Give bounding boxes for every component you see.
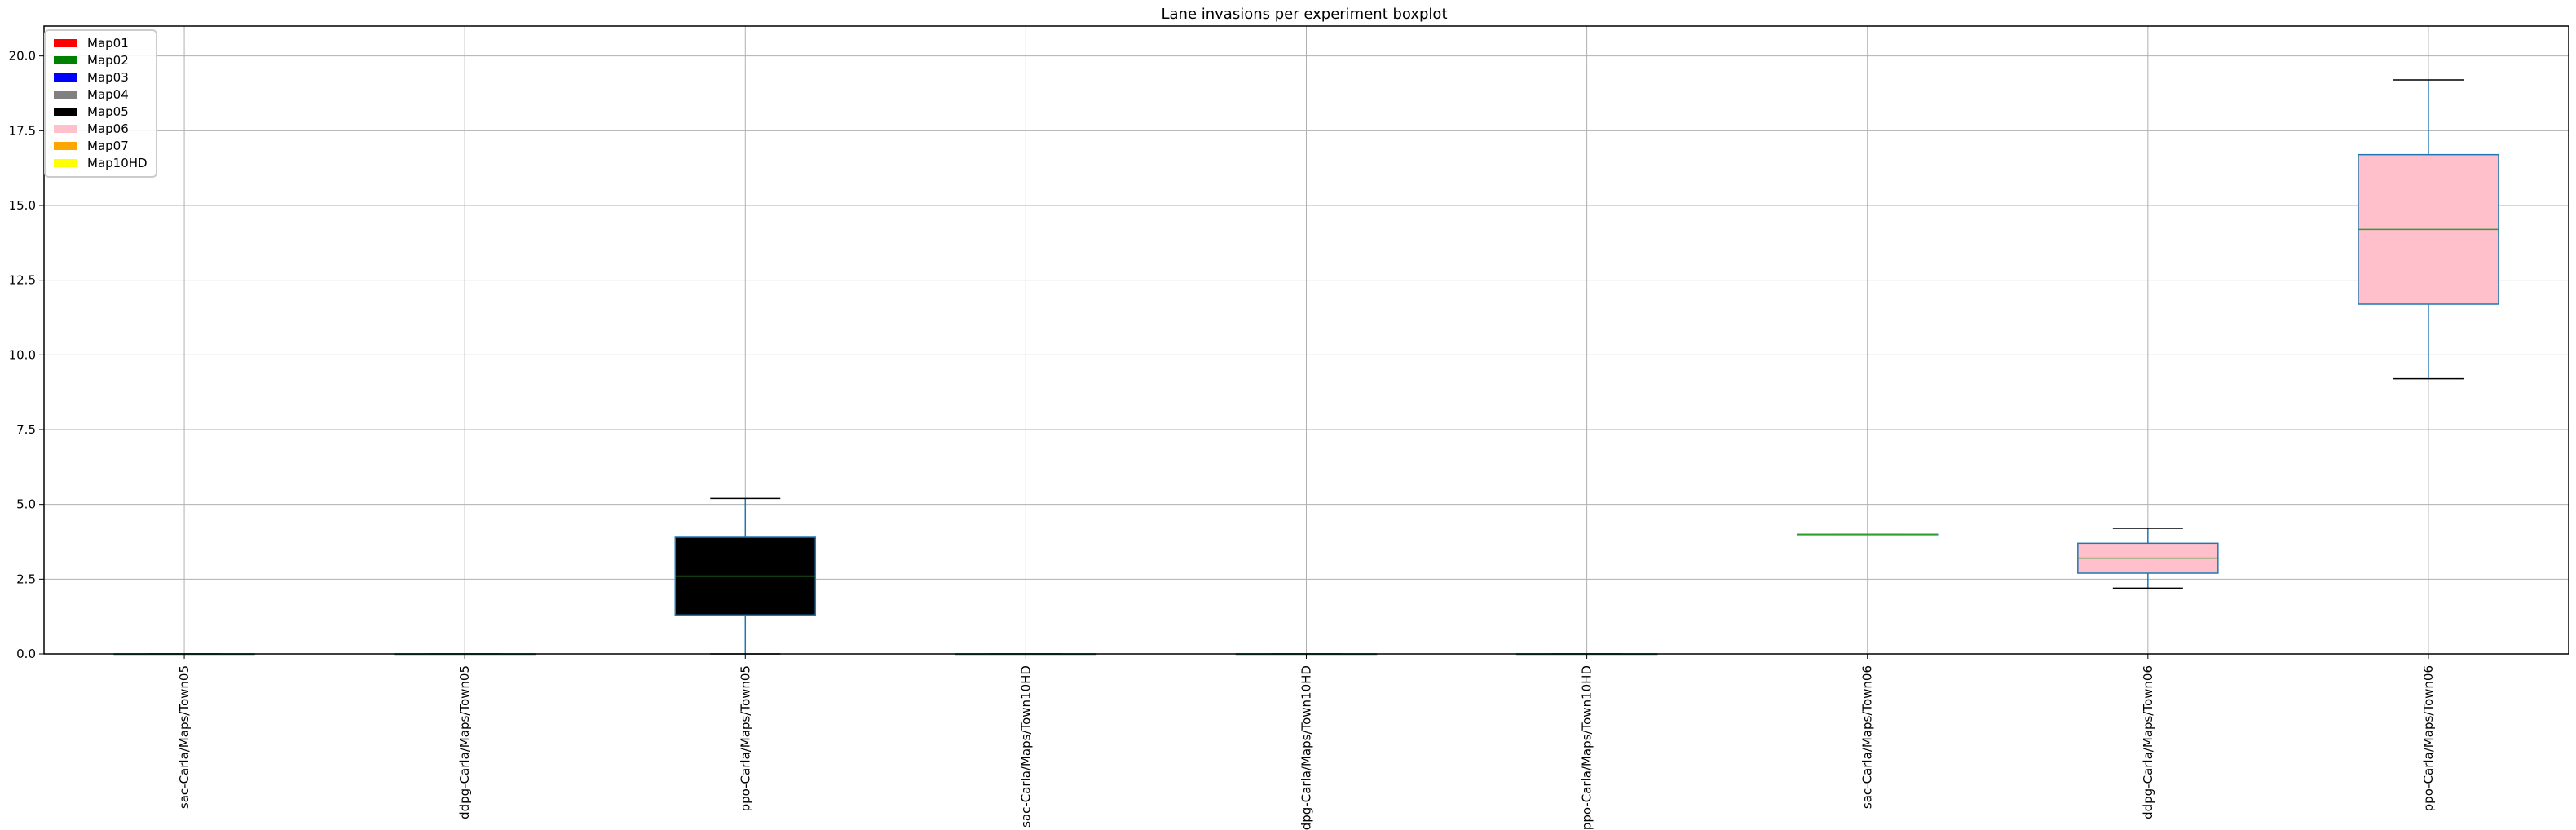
legend-label: Map05 <box>87 104 129 119</box>
y-tick-label: 20.0 <box>9 49 36 64</box>
legend-swatch <box>54 141 77 150</box>
x-tick-label: ddpg-Carla/Maps/Town05 <box>457 665 472 819</box>
y-tick-label: 17.5 <box>9 123 36 138</box>
legend-label: Map02 <box>87 52 129 68</box>
y-axis: 0.0 2.5 5.0 7.5 10.0 12.5 15.0 17.5 20.0 <box>9 49 44 661</box>
legend-label: Map10HD <box>87 155 148 170</box>
legend-item: Map05 <box>54 103 148 120</box>
x-tick-label: sac-Carla/Maps/Town06 <box>1860 665 1875 809</box>
x-tick-label: sac-Carla/Maps/Town05 <box>177 665 192 809</box>
legend-swatch <box>54 107 77 116</box>
legend-item: Map01 <box>54 34 148 51</box>
legend-item: Map04 <box>54 86 148 103</box>
legend-swatch <box>54 73 77 82</box>
box-7 <box>1796 533 1939 536</box>
legend-label: Map01 <box>87 35 129 51</box>
box-3 <box>674 497 817 655</box>
x-tick-label: ppo-Carla/Maps/Town10HD <box>1580 665 1595 830</box>
legend-item: Map07 <box>54 137 148 154</box>
y-tick-label: 2.5 <box>16 572 36 586</box>
legend-swatch <box>54 38 77 47</box>
legend-item: Map10HD <box>54 154 148 171</box>
legend-label: Map06 <box>87 121 129 136</box>
box-9 <box>2358 79 2499 380</box>
y-tick-label: 10.0 <box>9 347 36 362</box>
x-tick-label: ddpg-Carla/Maps/Town10HD <box>1299 665 1314 830</box>
y-tick-label: 0.0 <box>16 647 36 661</box>
x-tick-label: ppo-Carla/Maps/Town06 <box>2421 665 2436 811</box>
legend-swatch <box>54 90 77 99</box>
y-tick-label: 12.5 <box>9 273 36 288</box>
legend-label: Map03 <box>87 69 129 85</box>
y-tick-label: 15.0 <box>9 198 36 213</box>
legend-label: Map04 <box>87 86 129 102</box>
x-tick-label: sac-Carla/Maps/Town10HD <box>1018 665 1033 828</box>
x-axis: sac-Carla/Maps/Town05 ddpg-Carla/Maps/Tow… <box>177 654 2436 830</box>
box-8 <box>2077 528 2219 589</box>
x-tick-label: ppo-Carla/Maps/Town05 <box>738 665 752 811</box>
legend-item: Map06 <box>54 120 148 137</box>
legend: Map01 Map02 Map03 Map04 Map05 Map06 Map07 Map10… <box>44 29 157 178</box>
y-tick-label: 5.0 <box>16 497 36 512</box>
y-tick-label: 7.5 <box>16 422 36 437</box>
legend-item: Map02 <box>54 51 148 68</box>
x-tick-label: ddpg-Carla/Maps/Town06 <box>2141 665 2155 819</box>
legend-swatch <box>54 158 77 167</box>
legend-swatch <box>54 124 77 133</box>
chart-title: Lane invasions per experiment boxplot <box>1161 6 1447 23</box>
legend-label: Map07 <box>87 138 129 153</box>
legend-item: Map03 <box>54 68 148 86</box>
legend-swatch <box>54 55 77 64</box>
